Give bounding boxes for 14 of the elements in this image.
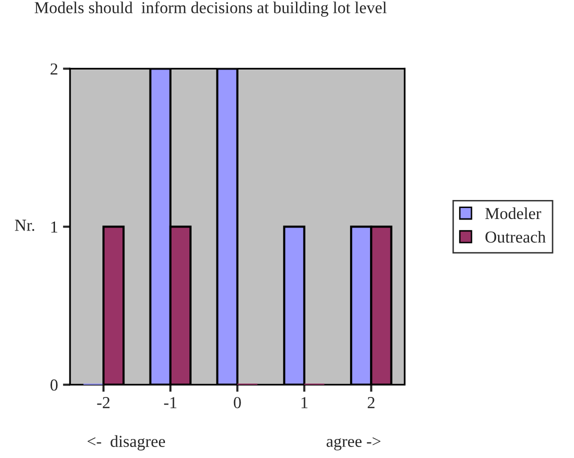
- x-tick-label: -2: [97, 397, 110, 408]
- x-tick-label: 1: [302, 397, 308, 408]
- text: agree ->: [326, 437, 380, 450]
- y-tick-label: 1: [51, 221, 58, 232]
- legend-label: Modeler: [485, 207, 542, 220]
- x-tick-label: -1: [164, 397, 176, 408]
- legend-label: Outreach: [486, 230, 546, 243]
- y-tick-label: 0: [50, 379, 58, 391]
- y-axis-title: Nr.: [14, 220, 34, 231]
- x-tick-label: 2: [368, 397, 374, 408]
- x-tick-label: 0: [234, 397, 241, 408]
- chart-title: Models should inform decisions at building lot level: [34, 1, 387, 17]
- y-tick-label: 2: [50, 63, 58, 74]
- text: <- disagree: [88, 435, 165, 450]
